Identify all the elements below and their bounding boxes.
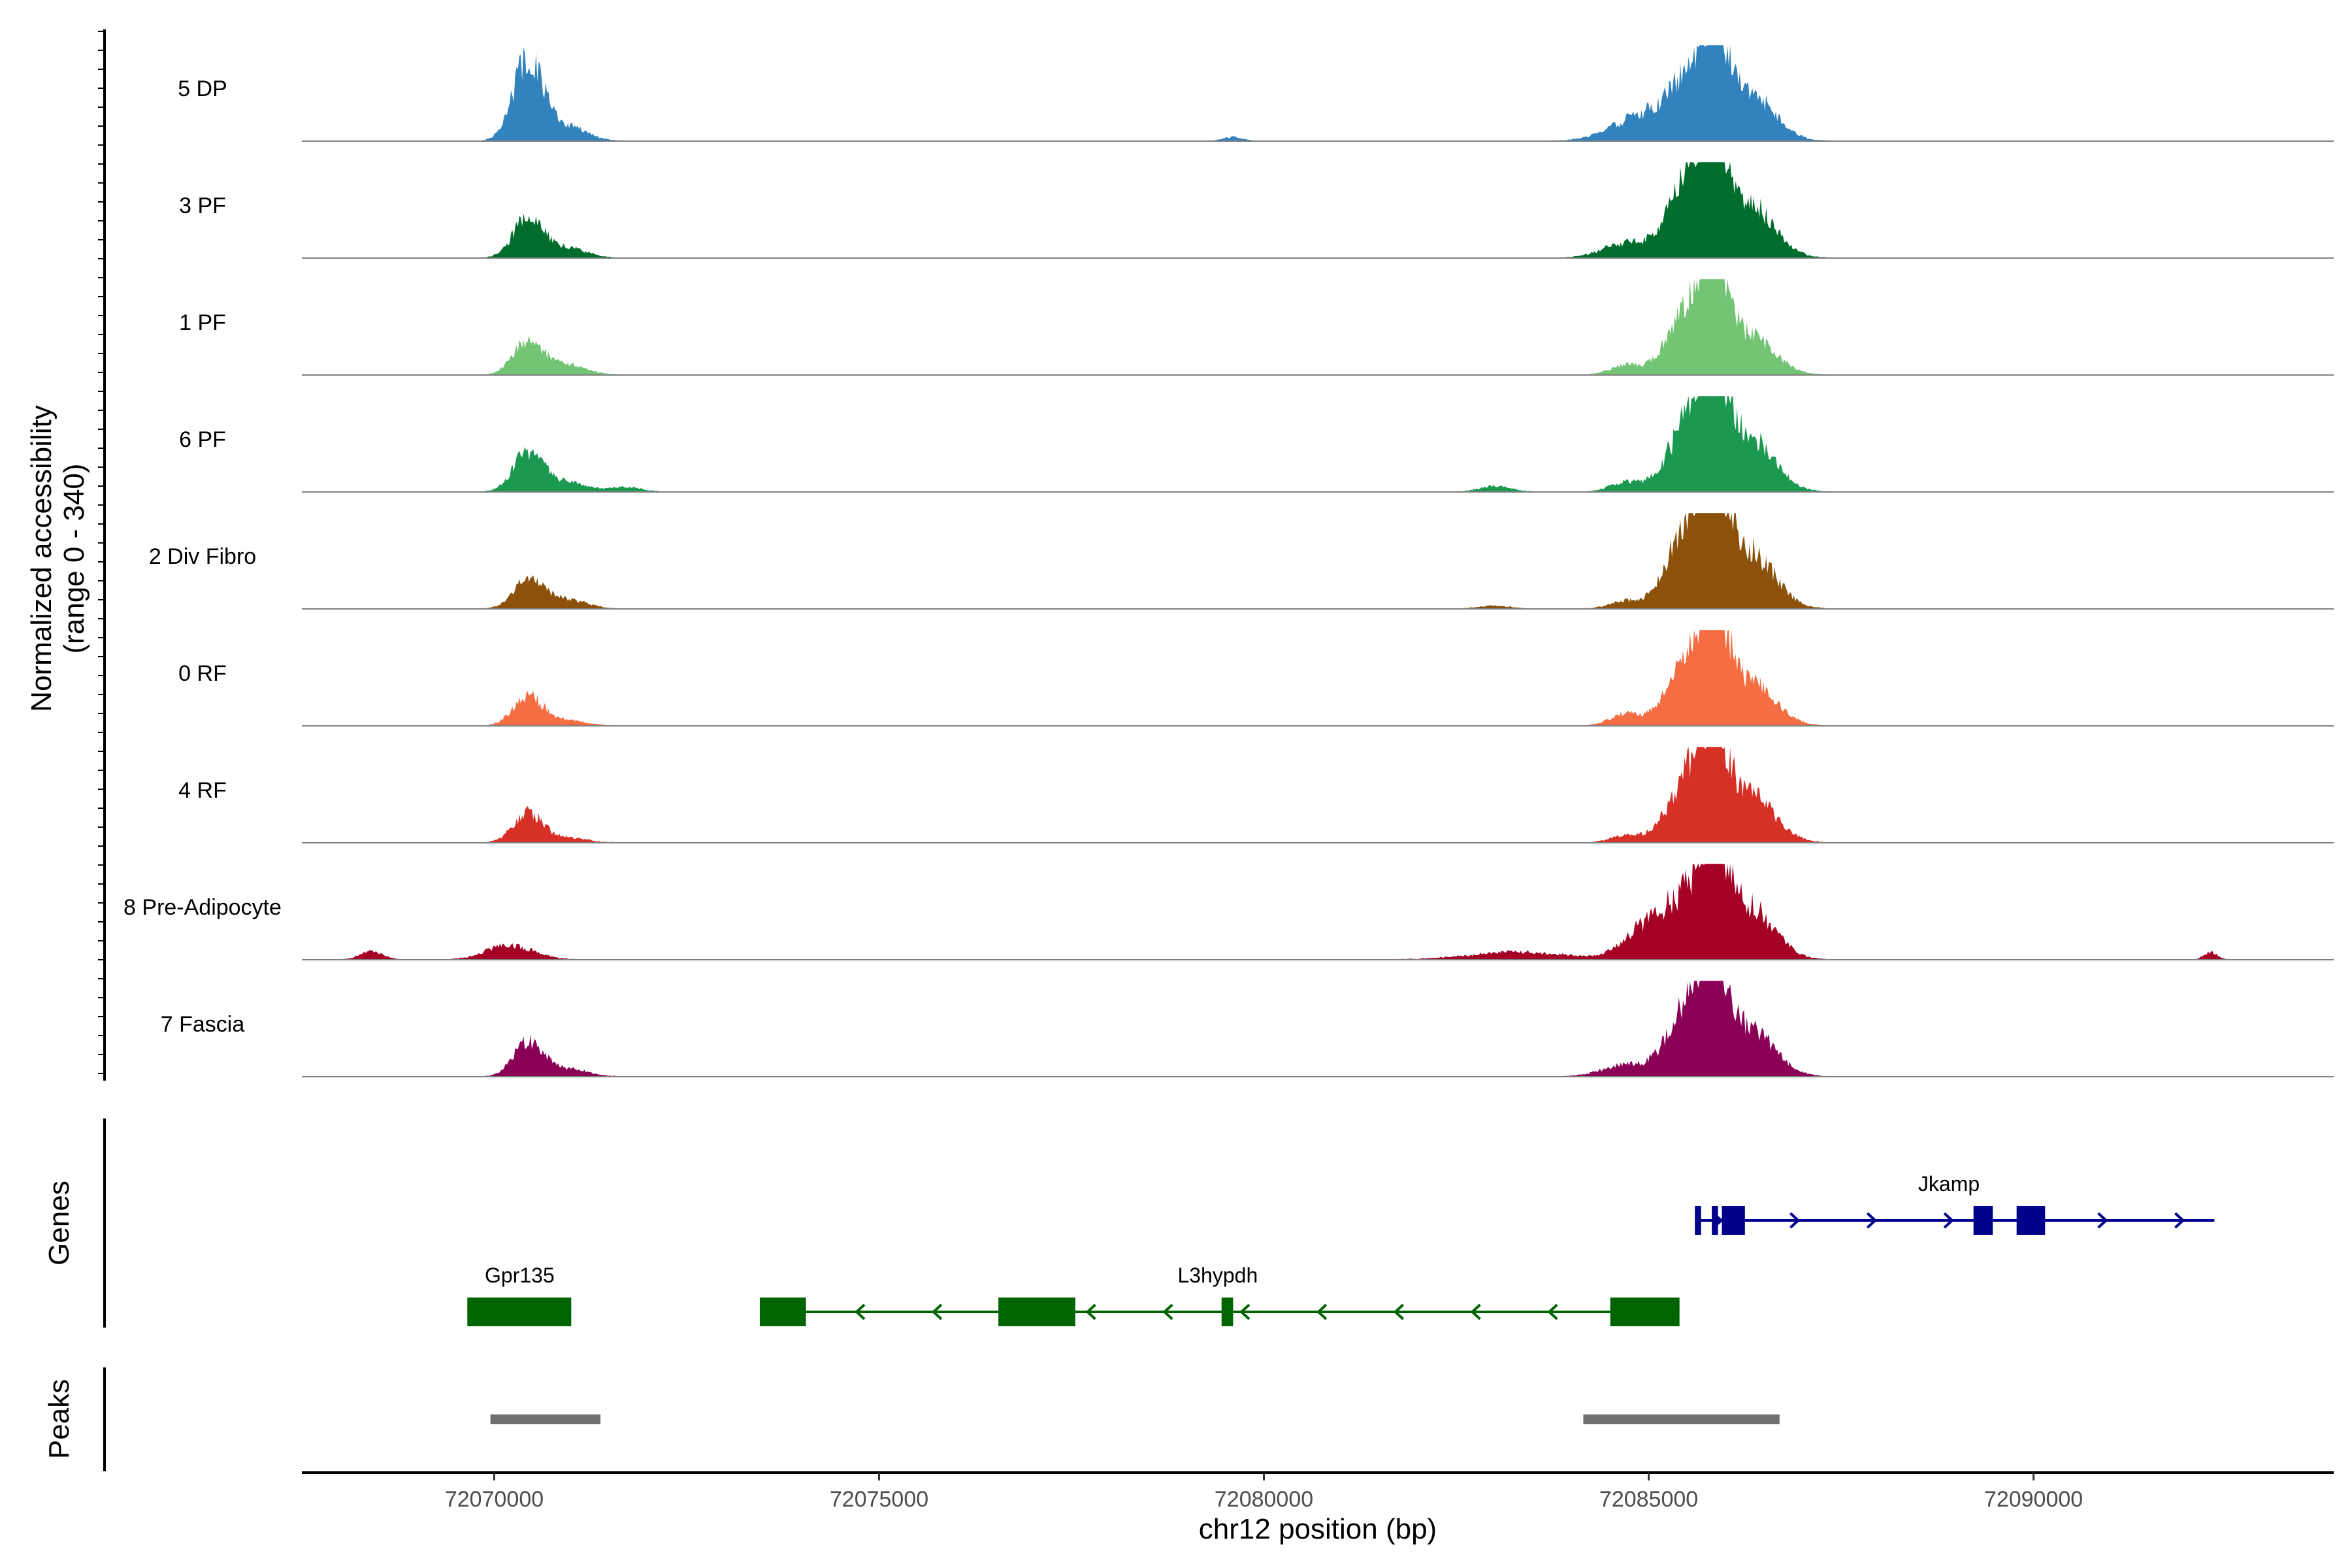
coverage-tracks: 5 DP 3 PF 1 PF 6 PF 2 Div Fibro 0 RF 4 RF 8 Pre… [123, 45, 2334, 1077]
gene-exon [1973, 1206, 1993, 1235]
x-tick-label: 72075000 [830, 1487, 928, 1512]
coverage-axis-title-line2: (range 0 - 340) [58, 463, 90, 653]
gene-l3hypdh: L3hypdh [759, 1264, 1680, 1326]
track-7-fascia: 7 Fascia [161, 981, 2334, 1077]
strand-arrow [931, 1303, 943, 1320]
coverage-area [302, 162, 2334, 258]
gene-jkamp: Jkamp [1695, 1172, 2215, 1235]
peak-region [1583, 1414, 1780, 1424]
gene-exon [998, 1298, 1075, 1326]
coverage-area [302, 747, 2334, 843]
track-5-dp: 5 DP [178, 45, 2334, 142]
track-2-div-fibro: 2 Div Fibro [149, 513, 2334, 610]
strand-arrow [1789, 1212, 1801, 1229]
track-label: 4 RF [178, 778, 227, 803]
gene-exon [1722, 1206, 1745, 1235]
genes-axis-title: Genes [43, 1181, 75, 1266]
gene-exon [1610, 1298, 1680, 1326]
strand-arrow [2097, 1212, 2108, 1229]
x-tick-label: 72090000 [1984, 1487, 2083, 1512]
track-label: 6 PF [179, 427, 226, 452]
peak-region [490, 1414, 601, 1424]
track-label: 0 RF [178, 661, 227, 686]
strand-arrow [1316, 1303, 1328, 1320]
track-8-pre-adipocyte: 8 Pre-Adipocyte [123, 864, 2334, 960]
peaks-axis-title: Peaks [43, 1379, 75, 1459]
track-0-rf: 0 RF [178, 630, 2334, 727]
strand-arrow [1162, 1303, 1173, 1320]
track-3-pf: 3 PF [179, 162, 2334, 259]
coverage-area [302, 981, 2334, 1077]
strand-arrow [2174, 1212, 2185, 1229]
gene-exon [1221, 1298, 1233, 1326]
coverage-axis-title-line1: Normalized accessibility [25, 405, 57, 711]
coverage-area [302, 630, 2334, 726]
track-label: 2 Div Fibro [149, 544, 256, 569]
strand-arrow [1943, 1212, 1954, 1229]
coverage-area [302, 396, 2334, 492]
peaks-panel: Peaks [43, 1367, 1780, 1471]
strand-arrow [1239, 1303, 1250, 1320]
coverage-axis-ticks [98, 31, 105, 1074]
x-tick-label: 72080000 [1215, 1487, 1313, 1512]
strand-arrow [1393, 1303, 1405, 1320]
track-label: 1 PF [179, 310, 226, 335]
coverage-area [302, 45, 2334, 141]
gene-label: Gpr135 [485, 1264, 555, 1287]
gene-exon [2016, 1206, 2046, 1235]
gene-exon [467, 1298, 572, 1326]
strand-arrow [1547, 1303, 1558, 1320]
track-6-pf: 6 PF [179, 396, 2334, 493]
coverage-axis: Normalized accessibility (range 0 - 340) [25, 29, 106, 1081]
gene-exon [1695, 1206, 1701, 1235]
genes-panel: Genes Jkamp Gpr135 L3hypdh [43, 1119, 2215, 1328]
coverage-area [302, 279, 2334, 375]
track-4-rf: 4 RF [178, 747, 2334, 843]
x-axis-title: chr12 position (bp) [1199, 1513, 1437, 1545]
gene-exon [759, 1298, 806, 1326]
track-label: 3 PF [179, 193, 226, 218]
strand-arrow [1085, 1303, 1096, 1320]
strand-arrow [1866, 1212, 1878, 1229]
gene-label: L3hypdh [1177, 1264, 1258, 1287]
track-label: 5 DP [178, 76, 227, 101]
track-label: 7 Fascia [161, 1012, 245, 1037]
strand-arrow [1470, 1303, 1481, 1320]
track-1-pf: 1 PF [179, 279, 2334, 376]
gene-gpr135: Gpr135 [467, 1264, 572, 1326]
x-tick-label: 72070000 [445, 1487, 544, 1512]
genomic-x-axis: 72070000 72075000 72080000 72085000 72090000… [302, 1471, 2334, 1545]
track-label: 8 Pre-Adipocyte [123, 895, 282, 920]
coverage-area [302, 864, 2334, 960]
gene-label: Jkamp [1918, 1172, 1980, 1196]
strand-arrow [855, 1303, 866, 1320]
gene-exon [1712, 1206, 1718, 1235]
x-tick-label: 72085000 [1599, 1487, 1698, 1512]
coverage-area [302, 513, 2334, 609]
